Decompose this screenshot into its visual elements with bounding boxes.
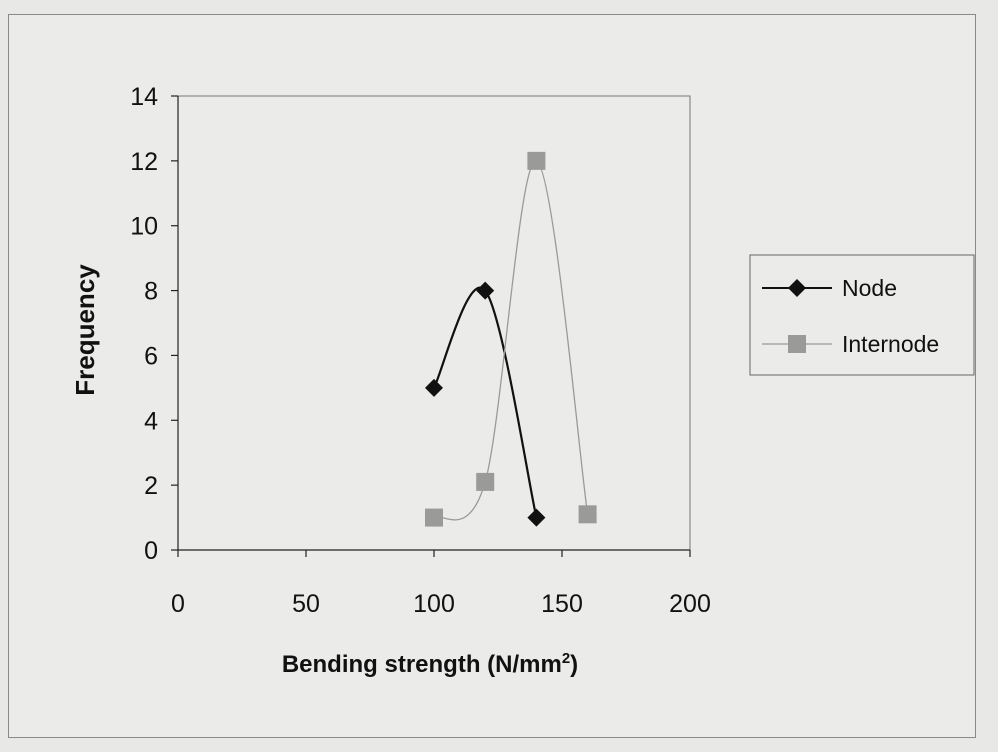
x-tick-label: 200 (669, 590, 711, 618)
legend: Node Internode (749, 254, 975, 376)
legend-label-node: Node (842, 275, 897, 301)
y-tick-label: 10 (130, 213, 158, 241)
legend-marker-internode (788, 335, 806, 353)
y-axis-label: Frequency (70, 264, 100, 396)
data-point-node (527, 508, 546, 527)
series-layer (425, 151, 597, 527)
y-tick-label: 2 (144, 472, 158, 500)
data-point-node (476, 281, 495, 300)
data-point-internode (578, 505, 597, 524)
x-axis-label: Bending strength (N/mm2) (282, 650, 578, 678)
x-tick-label: 0 (171, 590, 185, 618)
plot-border (177, 95, 691, 551)
series-line-internode (433, 160, 589, 521)
data-point-internode (476, 472, 495, 491)
y-tick-label: 0 (144, 537, 158, 565)
x-axis-label-main: Bending strength (N/mm (282, 651, 562, 678)
x-axis-label-superscript: 2 (562, 650, 570, 667)
chart-frame (8, 14, 976, 738)
y-tick-label: 8 (144, 278, 158, 306)
y-tick-label: 12 (130, 148, 158, 176)
legend-label-internode: Internode (842, 331, 939, 357)
legend-box (749, 254, 975, 376)
y-tick-label: 14 (130, 83, 158, 111)
plot-area (177, 95, 691, 551)
y-tick-label: 4 (144, 407, 158, 435)
y-tick-label: 6 (144, 342, 158, 370)
data-point-node (425, 378, 443, 397)
x-tick-label: 50 (292, 590, 320, 618)
x-tick-label: 100 (413, 590, 455, 618)
legend-marker-node (788, 279, 806, 297)
axes: 0 2 4 6 8 10 12 14 0 50 100 150 200 (130, 83, 711, 618)
data-point-internode (425, 508, 443, 527)
data-point-internode (527, 151, 546, 170)
x-axis-label-end: ) (570, 651, 578, 678)
x-tick-label: 150 (541, 590, 583, 618)
